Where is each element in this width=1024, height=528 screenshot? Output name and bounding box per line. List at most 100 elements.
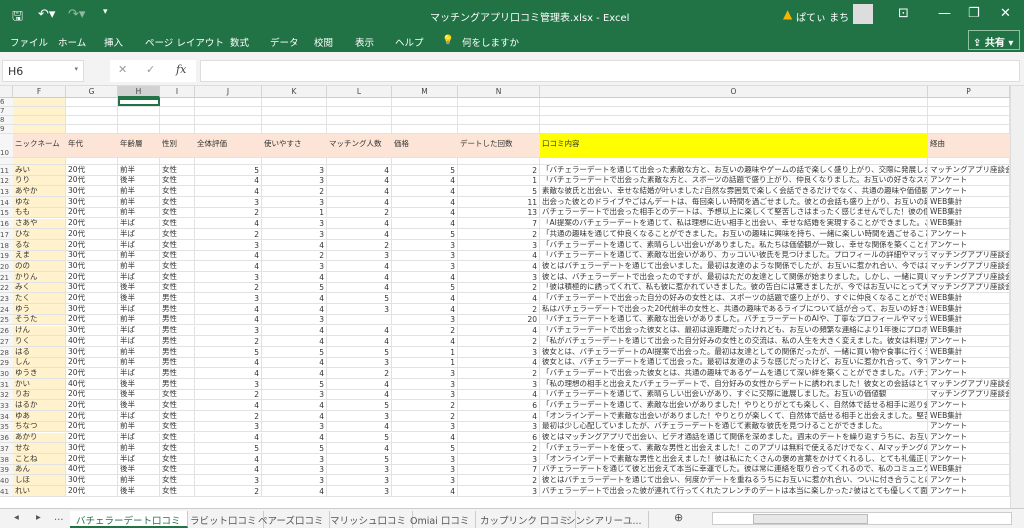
cell[interactable]: 2 [458, 443, 540, 453]
cell[interactable] [458, 107, 540, 115]
cell[interactable]: 4 [327, 186, 392, 197]
cell[interactable]: 女性 [160, 207, 195, 218]
cell[interactable]: 後半 [118, 379, 160, 389]
cell[interactable]: 女性 [160, 486, 195, 496]
cell[interactable]: 30代 [66, 186, 118, 197]
source-cell[interactable]: アンケート [928, 239, 1010, 250]
row-number[interactable]: 13 [0, 186, 13, 197]
source-cell[interactable]: マッチングアプリ座談会 [930, 261, 1010, 271]
source-cell[interactable]: アンケート [928, 368, 1010, 378]
cell[interactable]: 30代 [66, 197, 118, 207]
cell[interactable]: 1 [458, 175, 540, 186]
row-number[interactable]: 19 [0, 250, 13, 261]
cell[interactable] [160, 116, 195, 124]
cell[interactable]: しん [13, 357, 66, 368]
cell[interactable]: 4 [392, 304, 458, 314]
cell[interactable]: 4 [262, 272, 327, 282]
cell[interactable]: 4 [392, 293, 458, 304]
cell[interactable]: 半ば [118, 272, 160, 282]
cell[interactable] [458, 125, 540, 133]
cell[interactable]: 4 [392, 175, 458, 186]
cell[interactable]: 5 [195, 443, 262, 453]
cell[interactable]: 4 [262, 336, 327, 346]
review-cell[interactable]: 「オンラインデートで素敵な出会いがありました！やりとりが楽しくて、自然体で話せる… [540, 411, 928, 421]
cell[interactable]: 男性 [160, 336, 195, 346]
column-header-I[interactable]: I [160, 86, 195, 98]
row-number[interactable]: 21 [0, 272, 13, 282]
row-number[interactable]: 27 [0, 336, 13, 346]
review-cell[interactable]: 「共通の趣味を通じて仲良くなることができました。お互いの趣味に興味を持ち、一緒に… [542, 229, 928, 239]
cell[interactable]: 20代 [66, 314, 118, 325]
cell[interactable]: 男性 [160, 357, 195, 368]
cell[interactable]: 4 [392, 218, 458, 229]
cell[interactable] [262, 158, 327, 164]
cell[interactable]: 4 [195, 357, 262, 368]
cell[interactable]: 3 [392, 261, 458, 271]
cell[interactable]: 4 [327, 218, 392, 229]
column-header-F[interactable]: F [13, 86, 66, 98]
cell[interactable]: 7 [458, 218, 540, 229]
cell[interactable]: 20代 [66, 207, 118, 218]
cell[interactable]: 4 [327, 282, 392, 293]
cell[interactable]: 2 [458, 229, 540, 239]
source-cell[interactable]: WEB集計 [928, 304, 1010, 314]
review-cell[interactable]: バチェラーデートで出会った相手とのデートは、予想以上に楽しくて堅苦しさはまったく… [542, 207, 928, 218]
cell[interactable]: 女性 [160, 218, 195, 229]
cell[interactable]: ゆう [13, 304, 66, 314]
column-header-P[interactable]: P [928, 86, 1010, 98]
tab-help[interactable]: ヘルプ [395, 38, 424, 49]
more-sheets-icon[interactable]: … [54, 512, 64, 523]
cell[interactable]: 後半 [118, 282, 160, 293]
cell[interactable] [66, 158, 118, 164]
cell[interactable]: 20代 [66, 175, 118, 186]
cell[interactable]: 2 [458, 336, 540, 346]
cell[interactable] [540, 158, 928, 164]
source-cell[interactable]: WEB集計 [928, 197, 1010, 207]
cell[interactable]: 前半 [118, 443, 160, 453]
cell[interactable]: 3 [392, 250, 458, 261]
review-cell[interactable]: 「彼は積極的に誘ってくれて、私も彼に惹かれていきました。彼の告白には驚きましたが… [542, 282, 928, 293]
tab-review[interactable]: 校閲 [314, 38, 334, 49]
tab-formulas[interactable]: 数式 [230, 38, 250, 49]
row-number[interactable]: 14 [0, 197, 13, 207]
row-number[interactable]: 31 [0, 379, 13, 389]
cell[interactable]: 2 [195, 486, 262, 496]
cell[interactable]: 半ば [118, 453, 160, 464]
review-cell[interactable]: 「AI提案のバチェラーデートを通じて、私は理想に近い相手と出会い、幸せな結婚を実… [542, 218, 928, 229]
row-number[interactable]: 23 [0, 293, 13, 304]
cell[interactable]: 3 [195, 272, 262, 282]
cell[interactable]: えま [13, 250, 66, 261]
cell[interactable]: 3 [195, 379, 262, 389]
cell[interactable]: 3 [195, 239, 262, 250]
add-sheet-icon[interactable]: ⊕ [674, 511, 684, 524]
sheet-tab[interactable]: バチェラーデート口コミ [70, 511, 188, 528]
cell[interactable]: 3 [392, 475, 458, 485]
cell[interactable]: りり [13, 175, 66, 186]
cell[interactable]: 後半 [118, 486, 160, 496]
cell[interactable]: 20代 [66, 389, 118, 400]
cell[interactable]: 30代 [66, 346, 118, 357]
cell[interactable] [392, 98, 458, 106]
cell[interactable] [327, 98, 392, 106]
cell[interactable]: 3 [195, 197, 262, 207]
cell[interactable]: 4 [327, 421, 392, 432]
cell[interactable]: 2 [327, 368, 392, 378]
row-number[interactable]: 37 [0, 443, 13, 453]
cell[interactable]: 4 [195, 453, 262, 464]
row-number[interactable]: 20 [0, 261, 13, 271]
cell[interactable]: 3 [458, 453, 540, 464]
cell[interactable]: 2 [195, 411, 262, 421]
cell[interactable]: 3 [327, 411, 392, 421]
row-number[interactable] [0, 158, 13, 164]
cell[interactable]: 半ば [118, 239, 160, 250]
cell[interactable]: 半ば [118, 336, 160, 346]
cell[interactable]: 4 [195, 261, 262, 271]
cell[interactable]: 5 [392, 229, 458, 239]
cell[interactable]: 5 [262, 379, 327, 389]
row-number[interactable]: 7 [0, 107, 13, 115]
cell[interactable]: 5 [262, 282, 327, 293]
cell[interactable] [160, 107, 195, 115]
cell[interactable]: 4 [195, 175, 262, 186]
cell[interactable]: 後半 [118, 389, 160, 400]
cell[interactable]: 3 [262, 197, 327, 207]
